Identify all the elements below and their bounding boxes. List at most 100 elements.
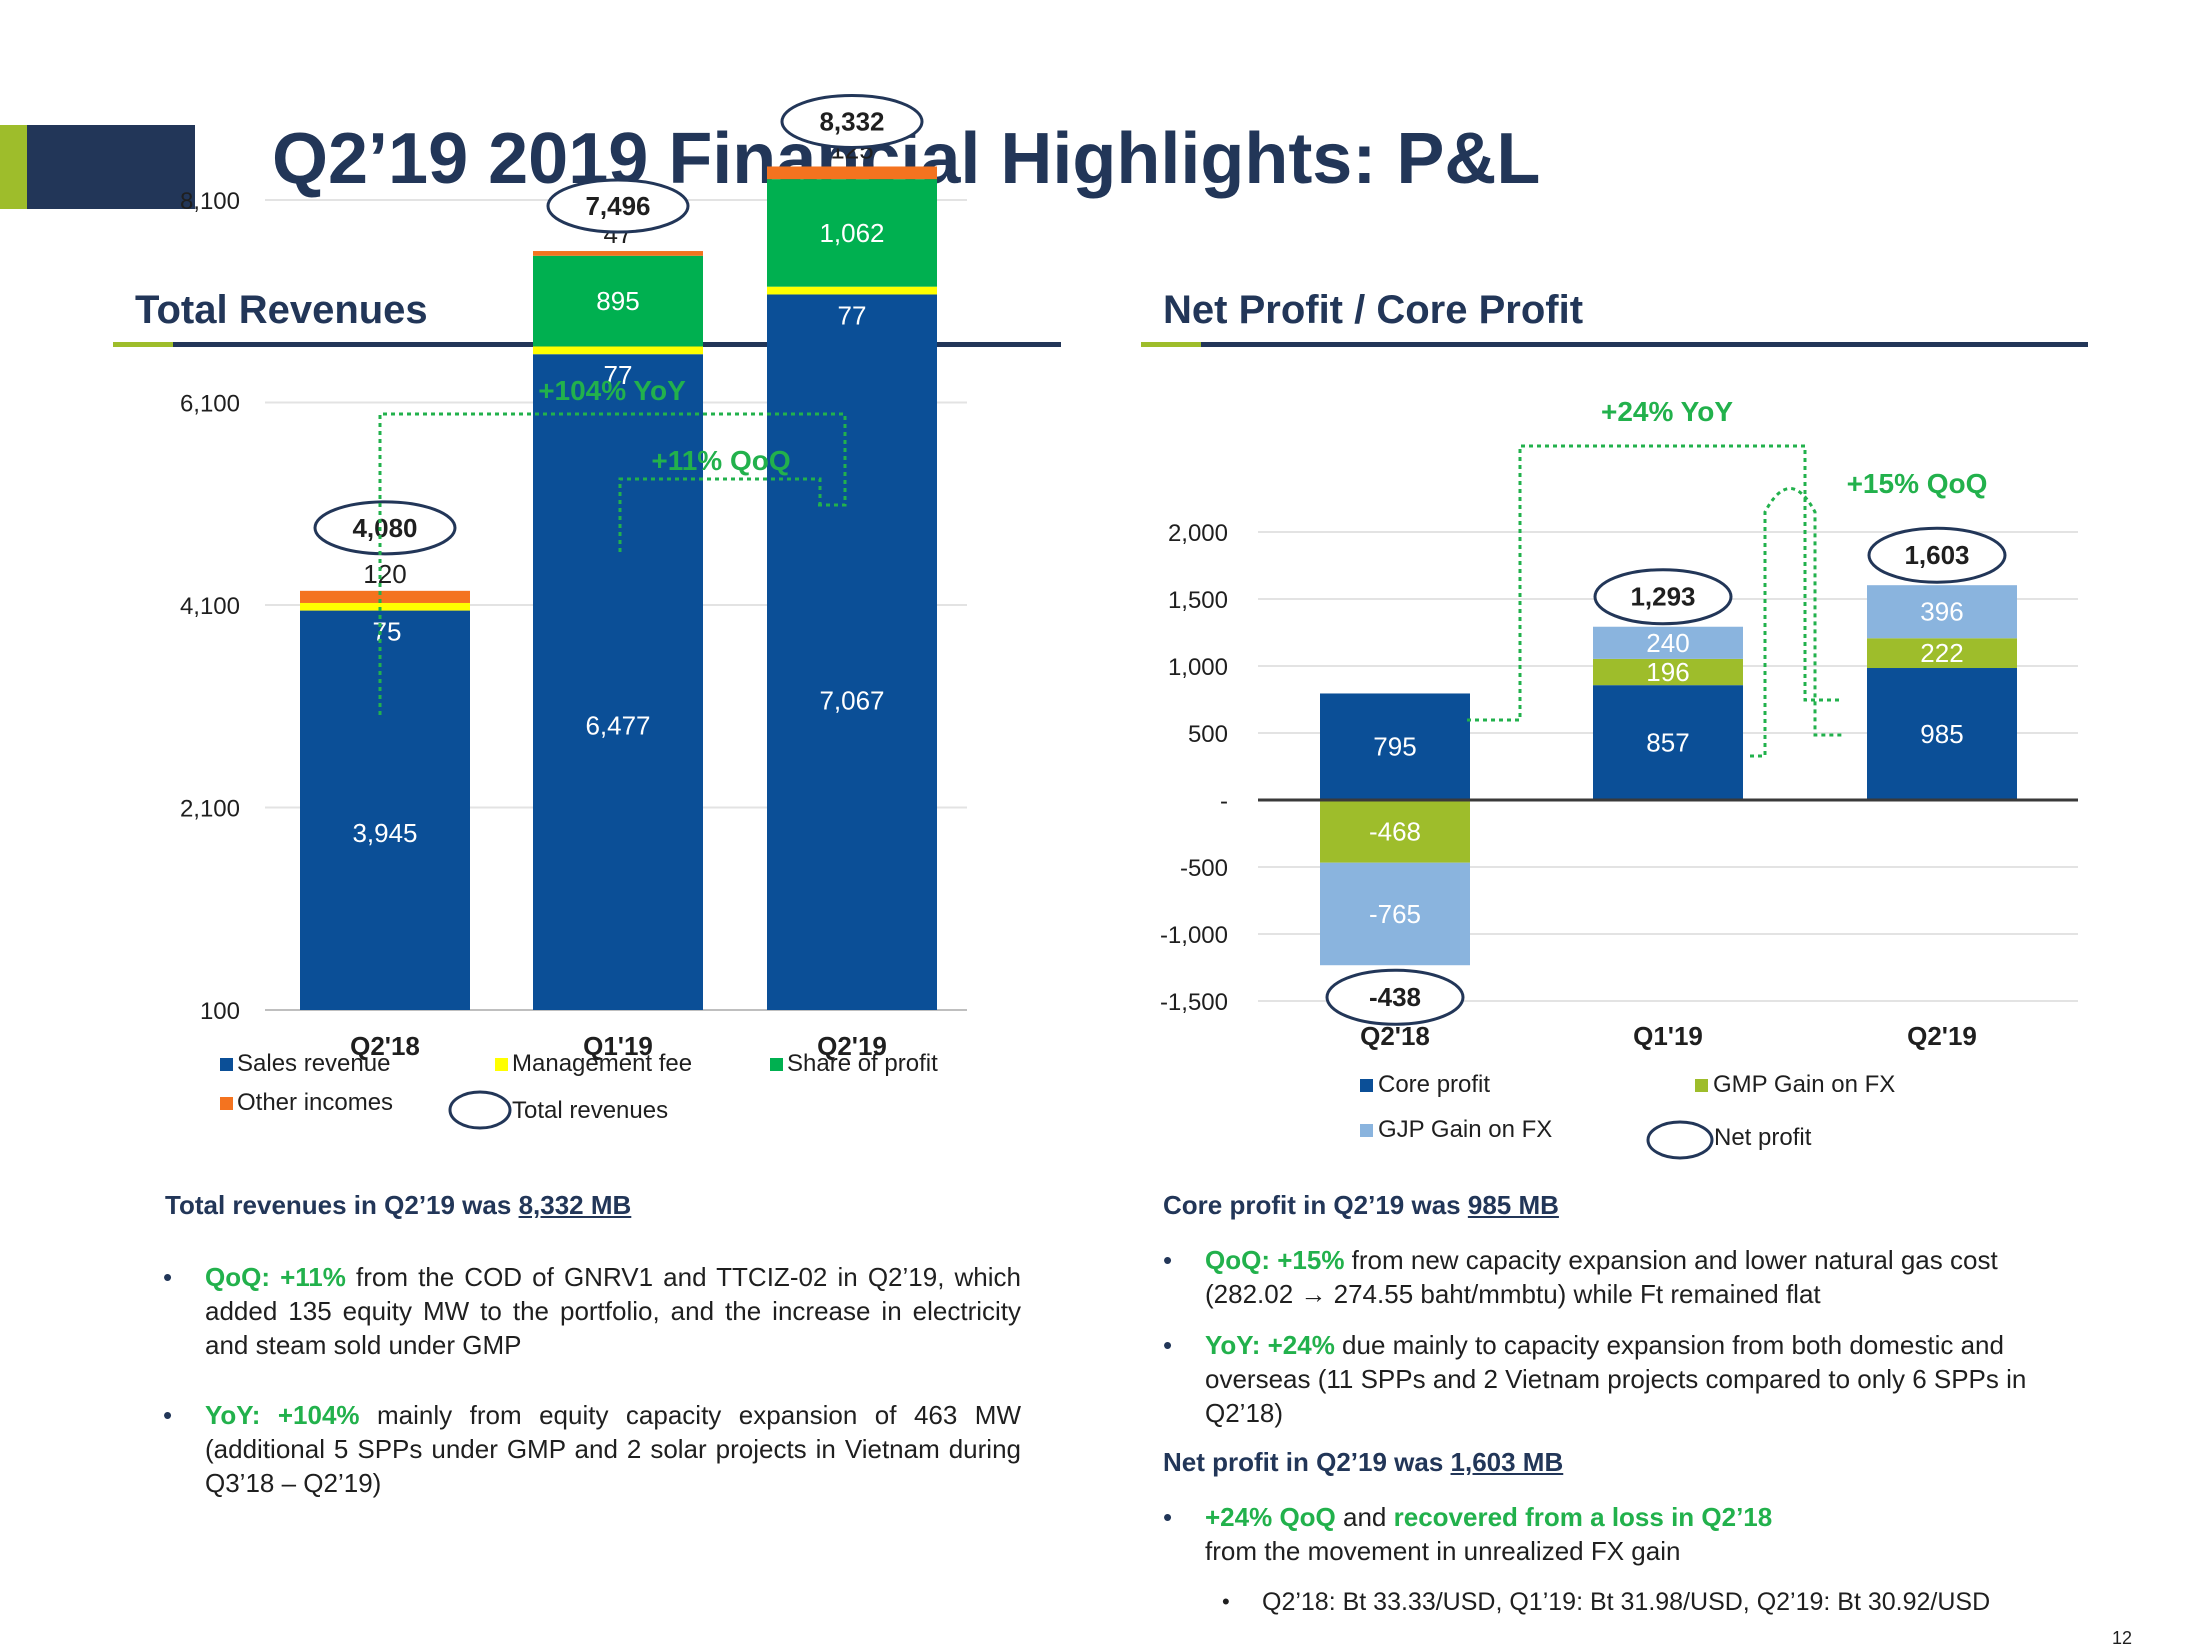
x-tick-label: Q2'19 [1907, 1021, 1977, 1051]
total-revenue-marker [780, 93, 924, 149]
bullet-marker: • [1163, 1245, 1173, 1275]
bullet-marker: • [163, 1400, 173, 1430]
legend-label-share-of-profit: Share of profit [787, 1050, 938, 1077]
bar-management-fee [533, 346, 703, 355]
summary-value: 985 MB [1467, 1190, 1559, 1220]
bullet-marker: • [1163, 1502, 1173, 1532]
data-label-share-of-profit: 895 [596, 286, 639, 316]
net-profit-marker [1325, 968, 1465, 1026]
section-rule-accent [113, 342, 173, 347]
sub-bullet-marker: • [1222, 1589, 1230, 1614]
bullet-text: mainly from equity capacity expansion of… [205, 1400, 1021, 1498]
section-rule-accent [1141, 342, 1201, 347]
bar-sales-revenue [533, 354, 703, 1010]
total-revenue-label: 4,080 [352, 513, 417, 543]
legend-swatch-sales-revenue [220, 1058, 233, 1071]
data-label-core-profit: 985 [1920, 719, 1963, 749]
y-tick-label: -500 [1180, 855, 1228, 882]
data-label-core-profit: 795 [1373, 732, 1416, 762]
y-tick-label: -1,000 [1160, 922, 1228, 949]
total-revenues-title: Total Revenues [135, 288, 428, 332]
net-profit-marker [1867, 526, 2007, 584]
data-label-share-of-profit: 1,062 [819, 218, 884, 248]
legend-swatch-net-profit [1646, 1120, 1714, 1160]
data-label-sales-revenue: 6,477 [585, 711, 650, 741]
y-tick-label: - [1220, 788, 1228, 815]
legend-label-sales-revenue: Sales revenue [237, 1050, 390, 1077]
data-label-sales-revenue: 3,945 [352, 818, 417, 848]
total-revenue-label: 7,496 [585, 191, 650, 221]
revenue-summary: Total revenues in Q2’19 was 8,332 MB [165, 1188, 1065, 1222]
bar-share-of-profit [767, 179, 937, 287]
data-label-gjp-gain-on-fx: -765 [1369, 899, 1421, 929]
data-label-management-fee: 77 [838, 300, 867, 330]
legend-label-total-revenues: Total revenues [512, 1097, 668, 1124]
bar-gmp-gain-on-fx [1867, 638, 2017, 669]
y-tick-label: 2,100 [180, 796, 240, 823]
x-tick-label: Q2'19 [817, 1031, 887, 1061]
revenue-bullet-qoq: QoQ: +11% from the COD of GNRV1 and TTCI… [205, 1260, 1021, 1362]
bar-core-profit [1593, 685, 1743, 800]
legend-swatch-management-fee [495, 1058, 508, 1071]
qoq-connector [1750, 487, 1845, 758]
y-tick-label: 1,500 [1168, 587, 1228, 614]
summary-value: 1,603 MB [1450, 1447, 1564, 1477]
revenue-bullet-yoy: YoY: +104% mainly from equity capacity e… [205, 1398, 1021, 1500]
bar-other-incomes [300, 590, 470, 603]
bullet-lead: QoQ: +11% [205, 1262, 346, 1292]
data-label-gmp-gain-on-fx: -468 [1369, 816, 1421, 846]
data-label-other-incomes: 120 [363, 559, 406, 589]
bullet-lead: QoQ: +15% [1205, 1245, 1345, 1275]
bar-gjp-gain-on-fx [1593, 626, 1743, 659]
section-rule [1201, 342, 2088, 347]
total-revenues-chart: 100 2,100 4,100 6,100 8,100 Q2'18 3,945 75 120 4… [180, 93, 967, 1130]
net-bullet: +24% QoQ and recovered from a loss in Q2… [1205, 1500, 2085, 1568]
core-bullet-yoy: YoY: +24% due mainly to capacity expansi… [1205, 1328, 2085, 1430]
data-label-gjp-gain-on-fx: 240 [1646, 628, 1689, 658]
y-tick-label: 100 [200, 998, 240, 1025]
bar-other-incomes [767, 166, 937, 180]
page-number: 12 [2111, 1628, 2132, 1648]
data-label-gmp-gain-on-fx: 222 [1920, 638, 1963, 668]
bar-sales-revenue [300, 610, 470, 1010]
legend-swatch-gjp-gain-on-fx [1360, 1124, 1373, 1137]
summary-value: 8,332 MB [518, 1190, 632, 1220]
legend-label-management-fee: Management fee [512, 1050, 692, 1077]
legend-label-other-incomes: Other incomes [237, 1089, 393, 1116]
bullet-lead: YoY: +104% [205, 1400, 360, 1430]
bar-other-incomes [533, 251, 703, 256]
yoy-label: +24% YoY [1601, 396, 1733, 427]
x-tick-label: Q2'18 [350, 1031, 420, 1061]
y-tick-label: 2,000 [1168, 520, 1228, 547]
bar-gmp-gain-on-fx [1593, 658, 1743, 686]
bullet-text: from the movement in unrealized FX gain [1205, 1536, 1681, 1566]
y-tick-label: -1,500 [1160, 989, 1228, 1016]
legend-label-core-profit: Core profit [1378, 1071, 1490, 1098]
bullet-text: from new capacity expansion and lower na… [1205, 1245, 1998, 1309]
data-label-core-profit: 857 [1646, 728, 1689, 758]
total-revenue-label: 8,332 [819, 106, 884, 136]
legend-swatch-total-revenues [448, 1090, 512, 1130]
y-tick-label: 4,100 [180, 593, 240, 620]
y-tick-label: 1,000 [1168, 654, 1228, 681]
core-profit-summary: Core profit in Q2’19 was 985 MB [1163, 1188, 2063, 1222]
net-profit-title: Net Profit / Core Profit [1163, 288, 1584, 332]
net-profit-label: -438 [1369, 982, 1421, 1012]
qoq-label: +15% QoQ [1847, 468, 1988, 499]
bullet-text: due mainly to capacity expansion from bo… [1205, 1330, 2027, 1428]
summary-prefix: Net profit in Q2’19 was [1163, 1447, 1451, 1477]
net-profit-label: 1,603 [1904, 540, 1969, 570]
yoy-label: +104% YoY [538, 375, 686, 406]
bullet-lead: +24% QoQ [1205, 1502, 1336, 1532]
legend-label-gjp-gain-on-fx: GJP Gain on FX [1378, 1116, 1552, 1143]
bar-management-fee [300, 602, 470, 611]
x-tick-label: Q1'19 [1633, 1021, 1703, 1051]
qoq-label: +11% QoQ [651, 445, 790, 476]
x-tick-label: Q1'19 [583, 1031, 653, 1061]
net-profit-label: 1,293 [1630, 582, 1695, 612]
data-label-sales-revenue: 7,067 [819, 685, 884, 715]
bar-gjp-gain-on-fx [1867, 585, 2017, 639]
data-label-gmp-gain-on-fx: 196 [1646, 657, 1689, 687]
header-accent-bar [0, 125, 27, 209]
bar-gmp-gain-on-fx [1320, 800, 1470, 863]
